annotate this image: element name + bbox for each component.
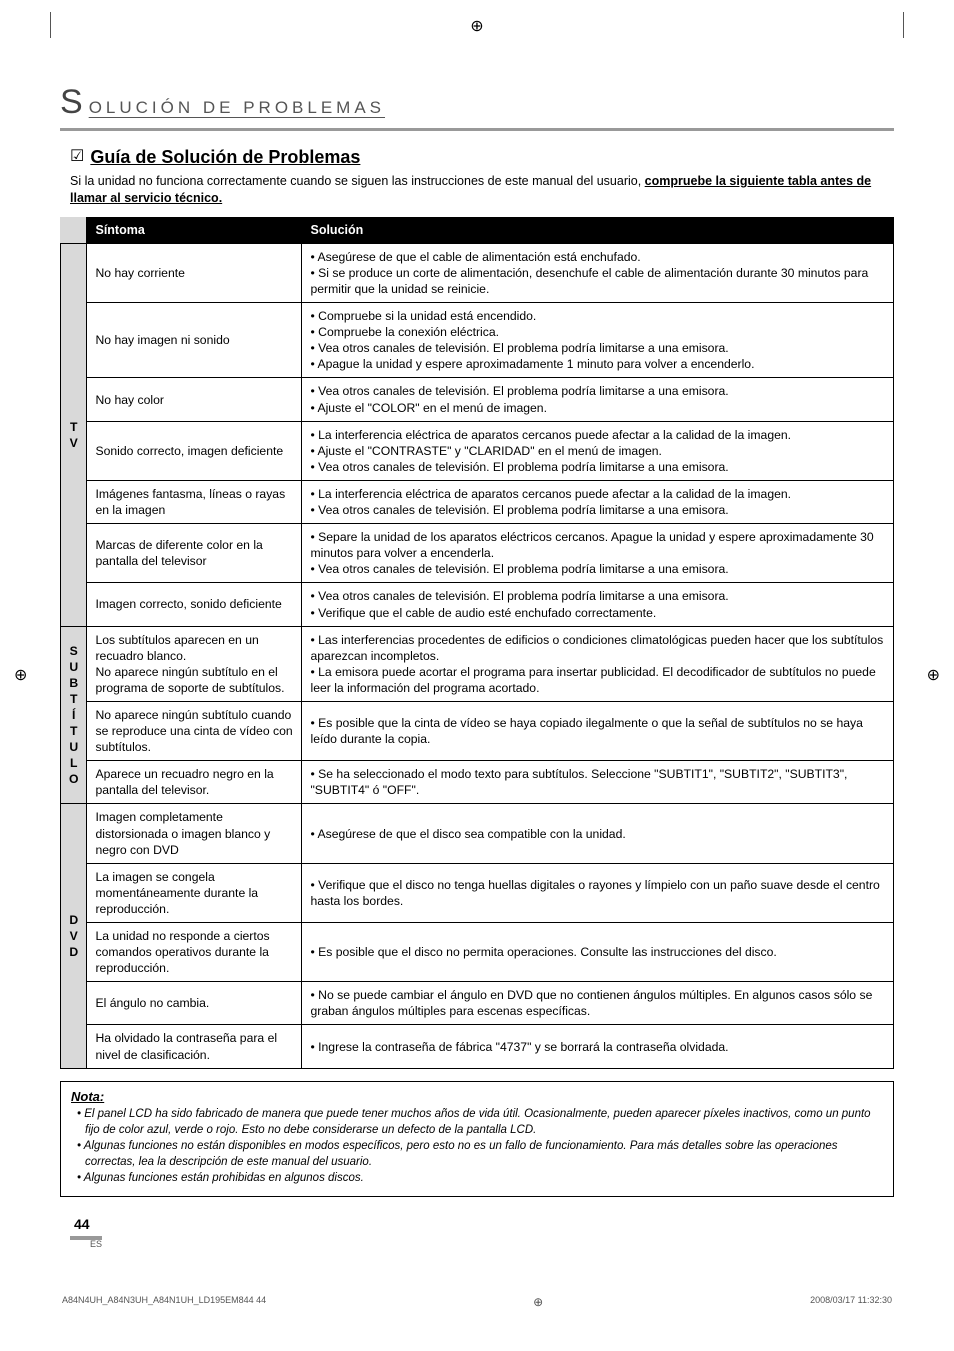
solution-cell: Vea otros canales de televisión. El prob… bbox=[302, 378, 894, 421]
solution-cell: Compruebe si la unidad está encendido. C… bbox=[302, 303, 894, 378]
solution-item: Compruebe la conexión eléctrica. bbox=[310, 324, 885, 340]
solution-item: Asegúrese de que el disco sea compatible… bbox=[310, 826, 885, 842]
troubleshooting-table: Síntoma Solución T V No hay corriente As… bbox=[60, 217, 894, 1069]
print-footer: A84N4UH_A84N3UH_A84N1UH_LD195EM844 44 ⊕ … bbox=[60, 1294, 894, 1310]
solution-item: Se ha seleccionado el modo texto para su… bbox=[310, 766, 885, 798]
solution-item: Vea otros canales de televisión. El prob… bbox=[310, 383, 885, 399]
symptom-cell: Imagen correcto, sonido deficiente bbox=[87, 583, 302, 626]
registration-mark-left: ⊕ bbox=[14, 665, 27, 687]
solution-item: La interferencia eléctrica de aparatos c… bbox=[310, 427, 885, 443]
solution-cell: No se puede cambiar el ángulo en DVD que… bbox=[302, 982, 894, 1025]
crop-mark bbox=[903, 12, 904, 38]
solution-item: Vea otros canales de televisión. El prob… bbox=[310, 459, 885, 475]
symptom-cell: Sonido correcto, imagen deficiente bbox=[87, 421, 302, 480]
chapter-initial: S bbox=[60, 80, 87, 126]
section-intro: Si la unidad no funciona correctamente c… bbox=[70, 173, 894, 207]
registration-mark-top: ⊕ bbox=[470, 16, 483, 38]
solution-item: Ajuste el "CONTRASTE" y "CLARIDAD" en el… bbox=[310, 443, 885, 459]
section-title: Guía de Solución de Problemas bbox=[90, 145, 360, 169]
solution-item: Es posible que el disco no permita opera… bbox=[310, 944, 885, 960]
th-solution: Solución bbox=[302, 217, 894, 243]
registration-mark-bottom: ⊕ bbox=[533, 1294, 543, 1310]
category-dvd: D V D bbox=[61, 804, 87, 1068]
symptom-cell: Marcas de diferente color en la pantalla… bbox=[87, 524, 302, 583]
nota-box: Nota: El panel LCD ha sido fabricado de … bbox=[60, 1081, 894, 1197]
section-heading: ☑ Guía de Solución de Problemas bbox=[60, 145, 894, 169]
symptom-cell: La unidad no responde a ciertos comandos… bbox=[87, 923, 302, 982]
nota-item: Algunas funciones no están disponibles e… bbox=[77, 1139, 883, 1170]
page-number-block: 44 ES bbox=[70, 1215, 894, 1250]
solution-cell: Es posible que la cinta de vídeo se haya… bbox=[302, 701, 894, 760]
chapter-rest: OLUCIÓN DE PROBLEMAS bbox=[89, 97, 385, 120]
solution-item: Verifique que el disco no tenga huellas … bbox=[310, 877, 885, 909]
symptom-cell: La imagen se congela momentáneamente dur… bbox=[87, 863, 302, 922]
footer-right: 2008/03/17 11:32:30 bbox=[810, 1294, 892, 1310]
solution-item: Asegúrese de que el cable de alimentació… bbox=[310, 249, 885, 265]
solution-item: Ingrese la contraseña de fábrica "4737" … bbox=[310, 1039, 885, 1055]
solution-item: Ajuste el "COLOR" en el menú de imagen. bbox=[310, 400, 885, 416]
th-blank bbox=[61, 217, 87, 243]
category-tv: T V bbox=[61, 243, 87, 626]
solution-cell: Asegúrese de que el cable de alimentació… bbox=[302, 243, 894, 302]
solution-item: Las interferencias procedentes de edific… bbox=[310, 632, 885, 664]
symptom-cell: No aparece ningún subtítulo cuando se re… bbox=[87, 701, 302, 760]
solution-item: Vea otros canales de televisión. El prob… bbox=[310, 561, 885, 577]
solution-item: Vea otros canales de televisión. El prob… bbox=[310, 502, 885, 518]
solution-cell: Vea otros canales de televisión. El prob… bbox=[302, 583, 894, 626]
solution-cell: La interferencia eléctrica de aparatos c… bbox=[302, 480, 894, 523]
solution-item: Vea otros canales de televisión. El prob… bbox=[310, 340, 885, 356]
solution-cell: Verifique que el disco no tenga huellas … bbox=[302, 863, 894, 922]
solution-item: Separe la unidad de los aparatos eléctri… bbox=[310, 529, 885, 561]
solution-cell: La interferencia eléctrica de aparatos c… bbox=[302, 421, 894, 480]
page-number: 44 bbox=[70, 1215, 102, 1240]
symptom-cell: No hay color bbox=[87, 378, 302, 421]
solution-item: Apague la unidad y espere aproximadament… bbox=[310, 356, 885, 372]
page-lang: ES bbox=[90, 1238, 894, 1250]
category-subtitulo: S U B T Í T U L O bbox=[61, 626, 87, 804]
crop-mark bbox=[50, 12, 51, 38]
footer-left: A84N4UH_A84N3UH_A84N1UH_LD195EM844 44 bbox=[62, 1294, 266, 1310]
checkbox-icon: ☑ bbox=[70, 146, 84, 168]
solution-cell: Asegúrese de que el disco sea compatible… bbox=[302, 804, 894, 863]
solution-item: Vea otros canales de televisión. El prob… bbox=[310, 588, 885, 604]
symptom-cell: El ángulo no cambia. bbox=[87, 982, 302, 1025]
solution-item: Compruebe si la unidad está encendido. bbox=[310, 308, 885, 324]
solution-item: Si se produce un corte de alimentación, … bbox=[310, 265, 885, 297]
solution-cell: Es posible que el disco no permita opera… bbox=[302, 923, 894, 982]
solution-cell: Las interferencias procedentes de edific… bbox=[302, 626, 894, 701]
symptom-cell: Aparece un recuadro negro en la pantalla… bbox=[87, 761, 302, 804]
nota-item: Algunas funciones están prohibidas en al… bbox=[77, 1171, 883, 1187]
solution-cell: Ingrese la contraseña de fábrica "4737" … bbox=[302, 1025, 894, 1068]
symptom-cell: Ha olvidado la contraseña para el nivel … bbox=[87, 1025, 302, 1068]
symptom-cell: Los subtítulos aparecen en un recuadro b… bbox=[87, 626, 302, 701]
symptom-cell: Imagen completamente distorsionada o ima… bbox=[87, 804, 302, 863]
registration-mark-right: ⊕ bbox=[927, 665, 940, 687]
symptom-cell: No hay imagen ni sonido bbox=[87, 303, 302, 378]
footer-mid: ⊕ bbox=[533, 1294, 543, 1310]
solution-cell: Separe la unidad de los aparatos eléctri… bbox=[302, 524, 894, 583]
symptom-cell: Imágenes fantasma, líneas o rayas en la … bbox=[87, 480, 302, 523]
intro-plain: Si la unidad no funciona correctamente c… bbox=[70, 174, 645, 188]
solution-item: La emisora puede acortar el programa par… bbox=[310, 664, 885, 696]
solution-item: La interferencia eléctrica de aparatos c… bbox=[310, 486, 885, 502]
nota-item: El panel LCD ha sido fabricado de manera… bbox=[77, 1107, 883, 1138]
th-symptom: Síntoma bbox=[87, 217, 302, 243]
solution-item: No se puede cambiar el ángulo en DVD que… bbox=[310, 987, 885, 1019]
solution-cell: Se ha seleccionado el modo texto para su… bbox=[302, 761, 894, 804]
symptom-cell: No hay corriente bbox=[87, 243, 302, 302]
nota-heading: Nota: bbox=[71, 1088, 883, 1106]
chapter-heading: S OLUCIÓN DE PROBLEMAS bbox=[60, 80, 894, 131]
solution-item: Es posible que la cinta de vídeo se haya… bbox=[310, 715, 885, 747]
solution-item: Verifique que el cable de audio esté enc… bbox=[310, 605, 885, 621]
